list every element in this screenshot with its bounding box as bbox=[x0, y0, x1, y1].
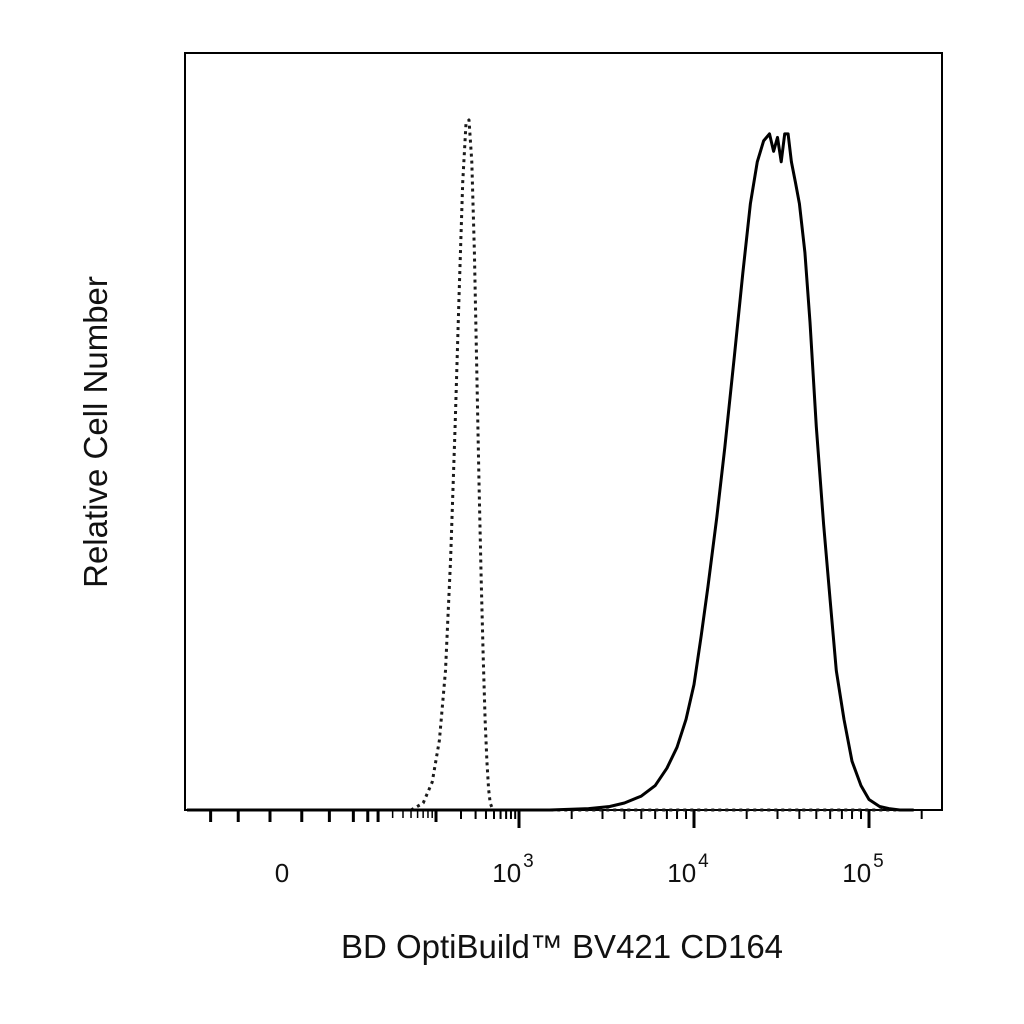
x-axis-ticks bbox=[209, 810, 923, 828]
x-tick-labels: 0 10 3 10 4 10 5 bbox=[275, 851, 884, 888]
x-tick-label: 10 3 bbox=[492, 851, 534, 888]
plot-frame bbox=[184, 52, 943, 811]
x-tick-label: 10 5 bbox=[842, 851, 884, 888]
x-tick-label: 0 bbox=[275, 858, 289, 888]
y-axis-title: Relative Cell Number bbox=[77, 276, 114, 588]
x-tick-label: 10 4 bbox=[667, 851, 709, 888]
histogram-series-dotted bbox=[187, 118, 914, 812]
x-axis-title: BD OptiBuild™ BV421 CD164 bbox=[341, 928, 783, 965]
data-series bbox=[187, 118, 914, 812]
histogram-series-solid bbox=[187, 132, 914, 812]
